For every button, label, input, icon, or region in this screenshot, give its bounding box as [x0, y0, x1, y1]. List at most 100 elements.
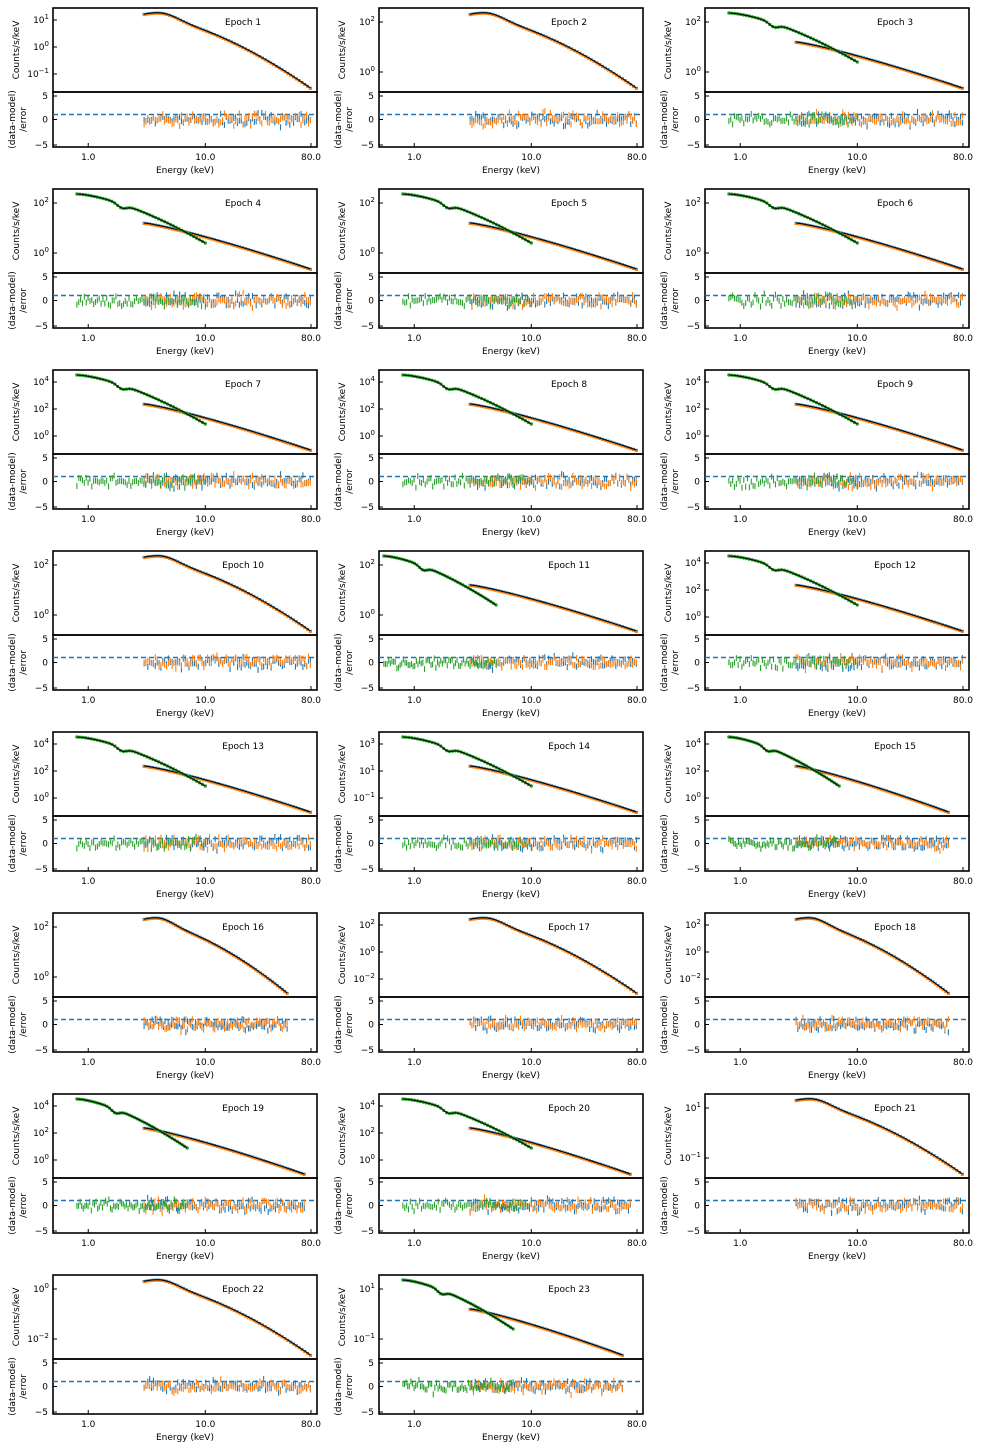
x-axis-label: Energy (keV) [808, 528, 866, 538]
y-tick-label: 100 [685, 65, 701, 78]
panel-title: Epoch 6 [877, 199, 913, 209]
panel-title: Epoch 1 [225, 18, 261, 28]
y-axis-label: Counts/s/keV [664, 382, 674, 442]
resid-tick-label: 5 [42, 635, 48, 645]
resid-ylabel-1: (data-model) [660, 633, 670, 692]
y-tick-label: 100 [359, 246, 375, 259]
x-tick-label: 80.0 [627, 696, 647, 706]
y-axis-label: Counts/s/keV [12, 744, 22, 804]
x-tick-label: 10.0 [847, 153, 867, 163]
resid-ylabel-2: /error [345, 288, 355, 313]
x-tick-label: 10.0 [521, 515, 541, 525]
x-tick-label: 10.0 [847, 515, 867, 525]
resid-tick-label: 5 [694, 92, 700, 102]
resid-ylabel-2: /error [19, 831, 29, 856]
y-axis-label: Counts/s/keV [338, 201, 348, 261]
x-axis-label: Energy (keV) [156, 528, 214, 538]
resid-tick-label: 5 [368, 92, 374, 102]
x-tick-label: 80.0 [301, 334, 321, 344]
resid-ylabel-1: (data-model) [660, 90, 670, 149]
x-tick-label: 1.0 [733, 153, 748, 163]
x-tick-label: 10.0 [195, 696, 215, 706]
epoch-panel-12: Epoch 12 104 102 100 Counts/s/keV 5 0 −5 (data-m… [660, 550, 973, 719]
panel-title: Epoch 11 [548, 561, 590, 571]
panel-title: Epoch 7 [225, 380, 261, 390]
resid-tick-label: −5 [35, 684, 48, 694]
nustar-model-line [796, 222, 963, 270]
epoch-panel-1: Epoch 1 101 100 10−1 Counts/s/keV 5 0 −5 (data-m… [8, 7, 321, 176]
x-tick-label: 80.0 [953, 153, 973, 163]
nustar-model-line [796, 584, 963, 632]
y-tick-label: 100 [33, 246, 49, 259]
nustar-model-line [796, 41, 963, 89]
y-tick-label: 102 [359, 402, 375, 415]
x-axis-label: Energy (keV) [156, 166, 214, 176]
resid-tick-label: −5 [361, 141, 374, 151]
resid-tick-label: 0 [42, 116, 48, 126]
x-tick-label: 80.0 [953, 696, 973, 706]
resid-tick-label: 5 [694, 273, 700, 283]
swift-model-line [402, 374, 532, 425]
y-axis-label: Counts/s/keV [338, 563, 348, 623]
epoch-panel-6: Epoch 6 102 100 Counts/s/keV 5 0 −5 (data-model… [660, 188, 973, 357]
x-tick-label: 10.0 [195, 515, 215, 525]
x-tick-label: 10.0 [521, 153, 541, 163]
y-tick-label: 102 [33, 196, 49, 209]
x-axis-label: Energy (keV) [808, 166, 866, 176]
y-tick-label: 104 [359, 375, 375, 388]
x-tick-label: 80.0 [301, 696, 321, 706]
resid-tick-label: −5 [35, 865, 48, 875]
x-axis-label: Energy (keV) [808, 347, 866, 357]
nustar-model-line [144, 555, 311, 632]
resid-tick-label: −5 [35, 503, 48, 513]
x-axis-label: Energy (keV) [156, 709, 214, 719]
resid-tick-label: −5 [35, 322, 48, 332]
y-tick-label: 100 [33, 791, 49, 804]
panel-title: Epoch 10 [222, 561, 264, 571]
y-tick-label: 102 [685, 15, 701, 28]
y-axis-label: Counts/s/keV [664, 563, 674, 623]
y-tick-label: 10−1 [27, 67, 49, 80]
y-tick-label: 104 [685, 375, 701, 388]
resid-ylabel-1: (data-model) [334, 271, 344, 330]
x-axis-label: Energy (keV) [482, 166, 540, 176]
x-axis-label: Energy (keV) [482, 347, 540, 357]
swift-point [75, 192, 79, 196]
x-tick-label: 1.0 [81, 153, 96, 163]
resid-tick-label: 5 [42, 454, 48, 464]
y-tick-label: 100 [685, 610, 701, 623]
swift-point [727, 373, 731, 377]
y-tick-label: 102 [33, 764, 49, 777]
y-tick-label: 102 [33, 558, 49, 571]
resid-ylabel-2: /error [345, 650, 355, 675]
resid-tick-label: −5 [361, 322, 374, 332]
resid-tick-label: 0 [42, 478, 48, 488]
resid-tick-label: 5 [42, 273, 48, 283]
panel-title: Epoch 12 [874, 561, 916, 571]
swift-point [727, 554, 731, 558]
residual-axes-frame [704, 453, 970, 510]
resid-tick-label: −5 [361, 684, 374, 694]
nustar-model-line [470, 403, 637, 451]
x-axis-label: Energy (keV) [808, 709, 866, 719]
y-tick-label: 100 [359, 608, 375, 621]
x-tick-label: 80.0 [627, 515, 647, 525]
nustar-model-line [144, 222, 311, 270]
y-axis-label: Counts/s/keV [12, 382, 22, 442]
x-tick-label: 80.0 [301, 153, 321, 163]
resid-tick-label: 0 [694, 659, 700, 669]
resid-ylabel-2: /error [19, 107, 29, 132]
nustar-model-line [144, 12, 311, 89]
x-axis-label: Energy (keV) [156, 347, 214, 357]
y-tick-label: 102 [33, 402, 49, 415]
resid-tick-label: 0 [42, 840, 48, 850]
y-tick-label: 102 [685, 402, 701, 415]
resid-ylabel-1: (data-model) [8, 452, 18, 511]
epoch-panel-7: Epoch 7 104 102 100 Counts/s/keV 5 0 −5 (data-mo… [8, 369, 321, 538]
x-tick-label: 1.0 [407, 696, 422, 706]
resid-tick-label: −5 [35, 141, 48, 151]
resid-ylabel-2: /error [19, 650, 29, 675]
resid-ylabel-2: /error [19, 288, 29, 313]
epoch-panel-13: Epoch 13 104 102 100 Counts/s/keV 5 0 −5 (data-m… [8, 731, 321, 900]
